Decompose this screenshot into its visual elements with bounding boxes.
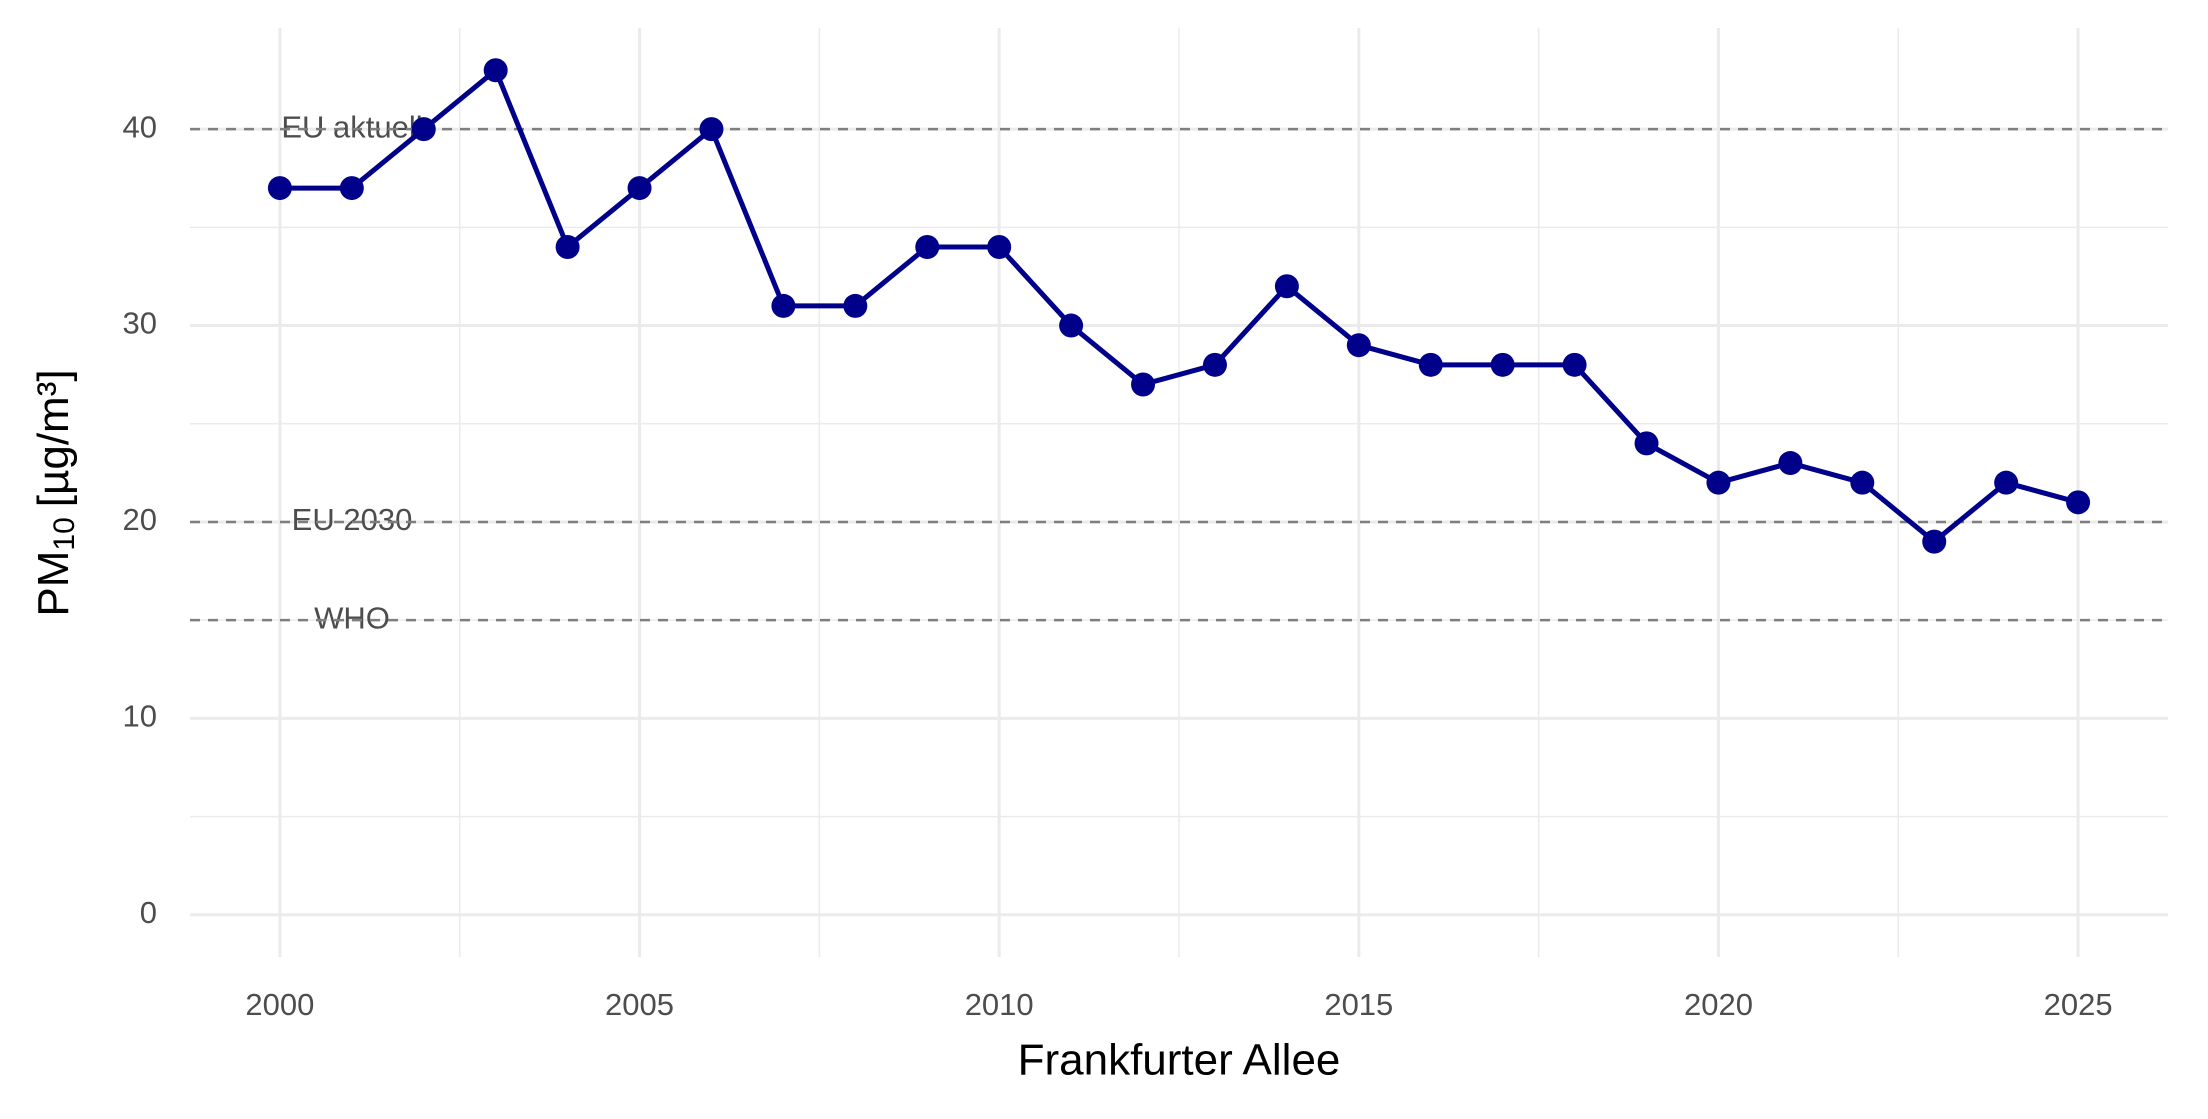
x-tick-label: 2020 (1684, 987, 1753, 1022)
data-point (771, 293, 796, 318)
x-tick-label: 2025 (2044, 987, 2113, 1022)
x-tick-label: 2010 (965, 987, 1034, 1022)
y-tick-label: 40 (123, 109, 157, 144)
data-point (987, 234, 1012, 259)
y-axis-title: PM10 [µg/m³] (29, 369, 81, 616)
data-point (1994, 470, 2019, 495)
data-point (339, 176, 364, 201)
x-tick-label: 2005 (605, 987, 674, 1022)
data-point (411, 117, 436, 142)
y-tick-label: 10 (123, 699, 157, 734)
data-point (1490, 352, 1515, 377)
y-title-main: PM (29, 551, 78, 617)
data-point (1634, 431, 1659, 456)
data-point (1131, 372, 1156, 397)
data-point (915, 234, 940, 259)
data-point (1418, 352, 1443, 377)
data-point (1274, 274, 1299, 299)
y-tick-label: 20 (123, 502, 157, 537)
reference-label: EU aktuell (281, 109, 422, 144)
data-point (267, 176, 292, 201)
data-point (1346, 333, 1371, 358)
reference-label: EU 2030 (292, 502, 413, 537)
data-point (1778, 451, 1803, 476)
y-title-unit: [µg/m³] (29, 369, 78, 507)
data-point (1706, 470, 1731, 495)
data-point (627, 176, 652, 201)
x-tick-label: 2015 (1324, 987, 1393, 1022)
data-point (2066, 490, 2091, 515)
y-tick-label: 30 (123, 306, 157, 341)
data-line (279, 67, 2079, 545)
data-point (555, 234, 580, 259)
data-point (1922, 529, 1947, 554)
data-point (1202, 352, 1227, 377)
data-point (1562, 352, 1587, 377)
data-point (483, 58, 508, 83)
data-point (1850, 470, 1875, 495)
x-axis-title: Frankfurter Allee (1018, 1036, 1341, 1085)
y-tick-label: 0 (140, 895, 157, 930)
reference-label: WHO (314, 600, 390, 635)
data-point (699, 117, 724, 142)
data-point (1059, 313, 1084, 338)
data-point (843, 293, 868, 318)
y-title-sub: 10 (48, 517, 81, 550)
x-tick-label: 2000 (245, 987, 314, 1022)
